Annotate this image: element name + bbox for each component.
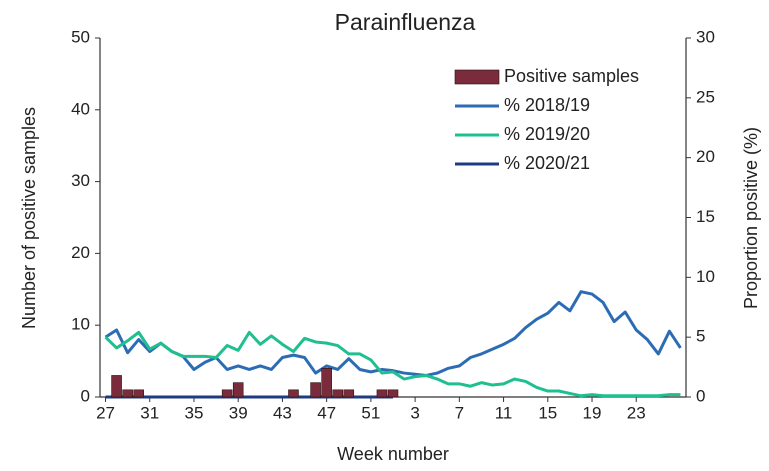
y-tick-label: 30: [71, 171, 90, 190]
y-tick-label: 50: [71, 27, 90, 46]
line: [104, 330, 681, 398]
chart-title: Parainfluenza: [335, 9, 476, 35]
x-tick-label: 51: [361, 403, 380, 422]
x-tick-label: 35: [185, 403, 204, 422]
y2-tick-label: 30: [696, 27, 715, 46]
x-tick-label: 11: [495, 403, 513, 422]
bar: [221, 389, 233, 398]
bar: [122, 389, 133, 398]
y2-tick-label: 20: [696, 147, 715, 166]
legend-label: % 2019/20: [504, 124, 590, 144]
line: [104, 290, 682, 377]
x-axis-label: Week number: [337, 444, 449, 464]
y-axis-label: Number of positive samples: [19, 107, 39, 329]
bar: [310, 382, 321, 398]
bar: [133, 389, 144, 398]
x-tick-label: 7: [455, 403, 464, 422]
y2-tick-label: 15: [696, 207, 715, 226]
y-tick-label: 0: [81, 386, 90, 405]
y-tick-label: 20: [71, 243, 90, 262]
bar: [288, 389, 299, 398]
y-tick-label: 10: [71, 315, 90, 334]
y2-tick-label: 10: [696, 267, 715, 286]
x-tick-label: 27: [96, 403, 115, 422]
y2-tick-label: 5: [696, 327, 705, 346]
x-tick-label: 3: [410, 403, 419, 422]
legend-label: Positive samples: [504, 66, 639, 86]
legend-swatch: [454, 69, 500, 85]
bar: [232, 382, 244, 398]
bar: [343, 389, 355, 398]
y2-tick-label: 0: [696, 386, 705, 405]
bar: [376, 389, 388, 398]
bar: [111, 375, 122, 398]
bar: [332, 389, 343, 398]
x-tick-label: 39: [229, 403, 248, 422]
x-tick-label: 19: [583, 403, 602, 422]
bar: [321, 367, 332, 398]
x-tick-label: 43: [273, 403, 292, 422]
bar: [387, 389, 399, 398]
legend-label: % 2018/19: [504, 95, 590, 115]
y-tick-label: 40: [71, 99, 90, 118]
x-tick-label: 47: [317, 403, 336, 422]
y2-tick-label: 25: [696, 87, 715, 106]
x-tick-label: 23: [627, 403, 646, 422]
x-tick-label: 15: [538, 403, 557, 422]
y2-axis-label: Proportion positive (%): [741, 127, 761, 309]
x-tick-label: 31: [140, 403, 159, 422]
legend-label: % 2020/21: [504, 153, 590, 173]
